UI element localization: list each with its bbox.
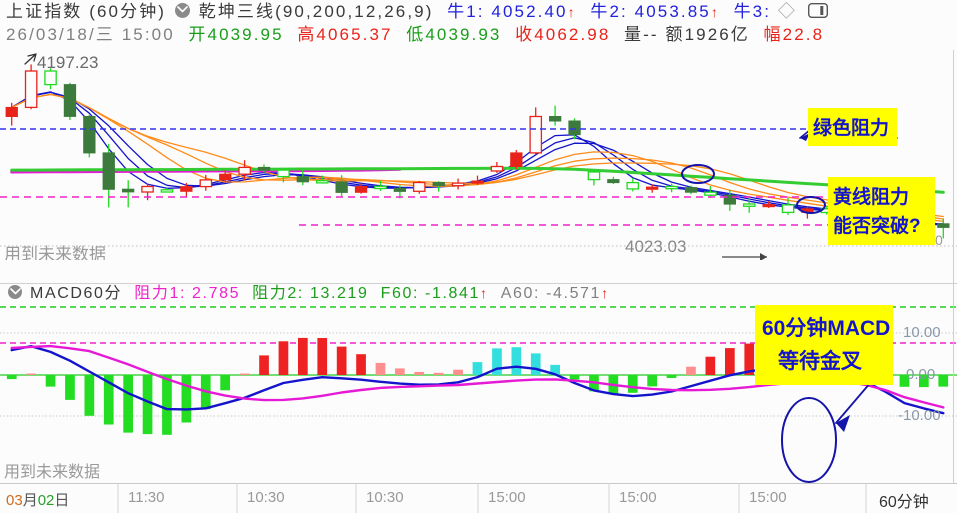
- svg-text:等待金叉: 等待金叉: [778, 349, 863, 373]
- svg-text:60分钟MACD: 60分钟MACD: [762, 317, 890, 340]
